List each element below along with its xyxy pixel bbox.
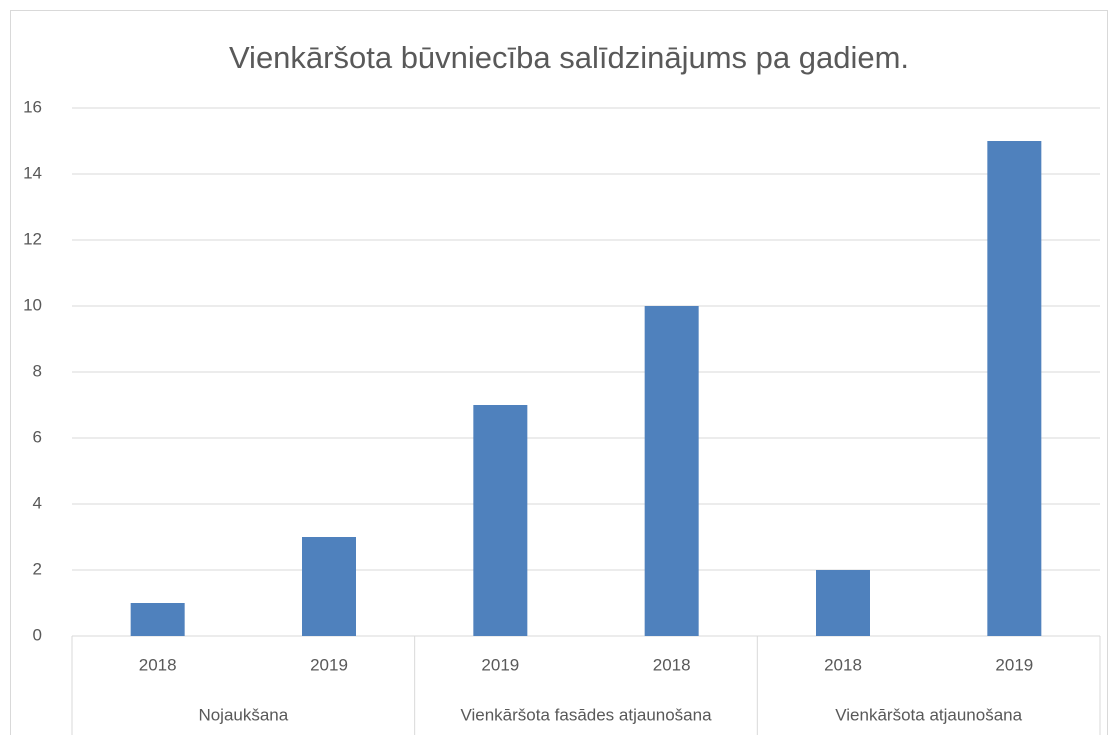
x-tick-label: 2018 <box>824 655 862 674</box>
x-tick-label: 2019 <box>310 655 348 674</box>
bar <box>302 537 356 636</box>
x-tick-label: 2018 <box>139 655 177 674</box>
bar <box>130 603 185 636</box>
y-tick-label: 16 <box>23 97 42 116</box>
group-label: Vienkāršota atjaunošana <box>835 705 1022 724</box>
y-tick-label: 0 <box>33 625 42 644</box>
chart-title: Vienkāršota būvniecība salīdzinājums pa … <box>229 40 909 75</box>
y-tick-label: 10 <box>23 295 42 314</box>
x-tick-label: 2019 <box>995 655 1033 674</box>
y-tick-label: 12 <box>23 229 42 248</box>
y-tick-label: 4 <box>33 493 42 512</box>
x-tick-label: 2018 <box>653 655 691 674</box>
group-label: Nojaukšana <box>198 705 288 724</box>
x-tick-label: 2019 <box>481 655 519 674</box>
y-tick-label: 8 <box>33 361 42 380</box>
bar <box>816 570 870 636</box>
group-label: Vienkāršota fasādes atjaunošana <box>460 705 712 724</box>
bar <box>987 141 1042 636</box>
y-tick-label: 2 <box>33 559 42 578</box>
bar <box>473 405 528 636</box>
y-tick-label: 6 <box>33 427 42 446</box>
bar <box>644 306 699 636</box>
y-tick-label: 14 <box>23 163 42 182</box>
chart-frame <box>10 10 1108 735</box>
